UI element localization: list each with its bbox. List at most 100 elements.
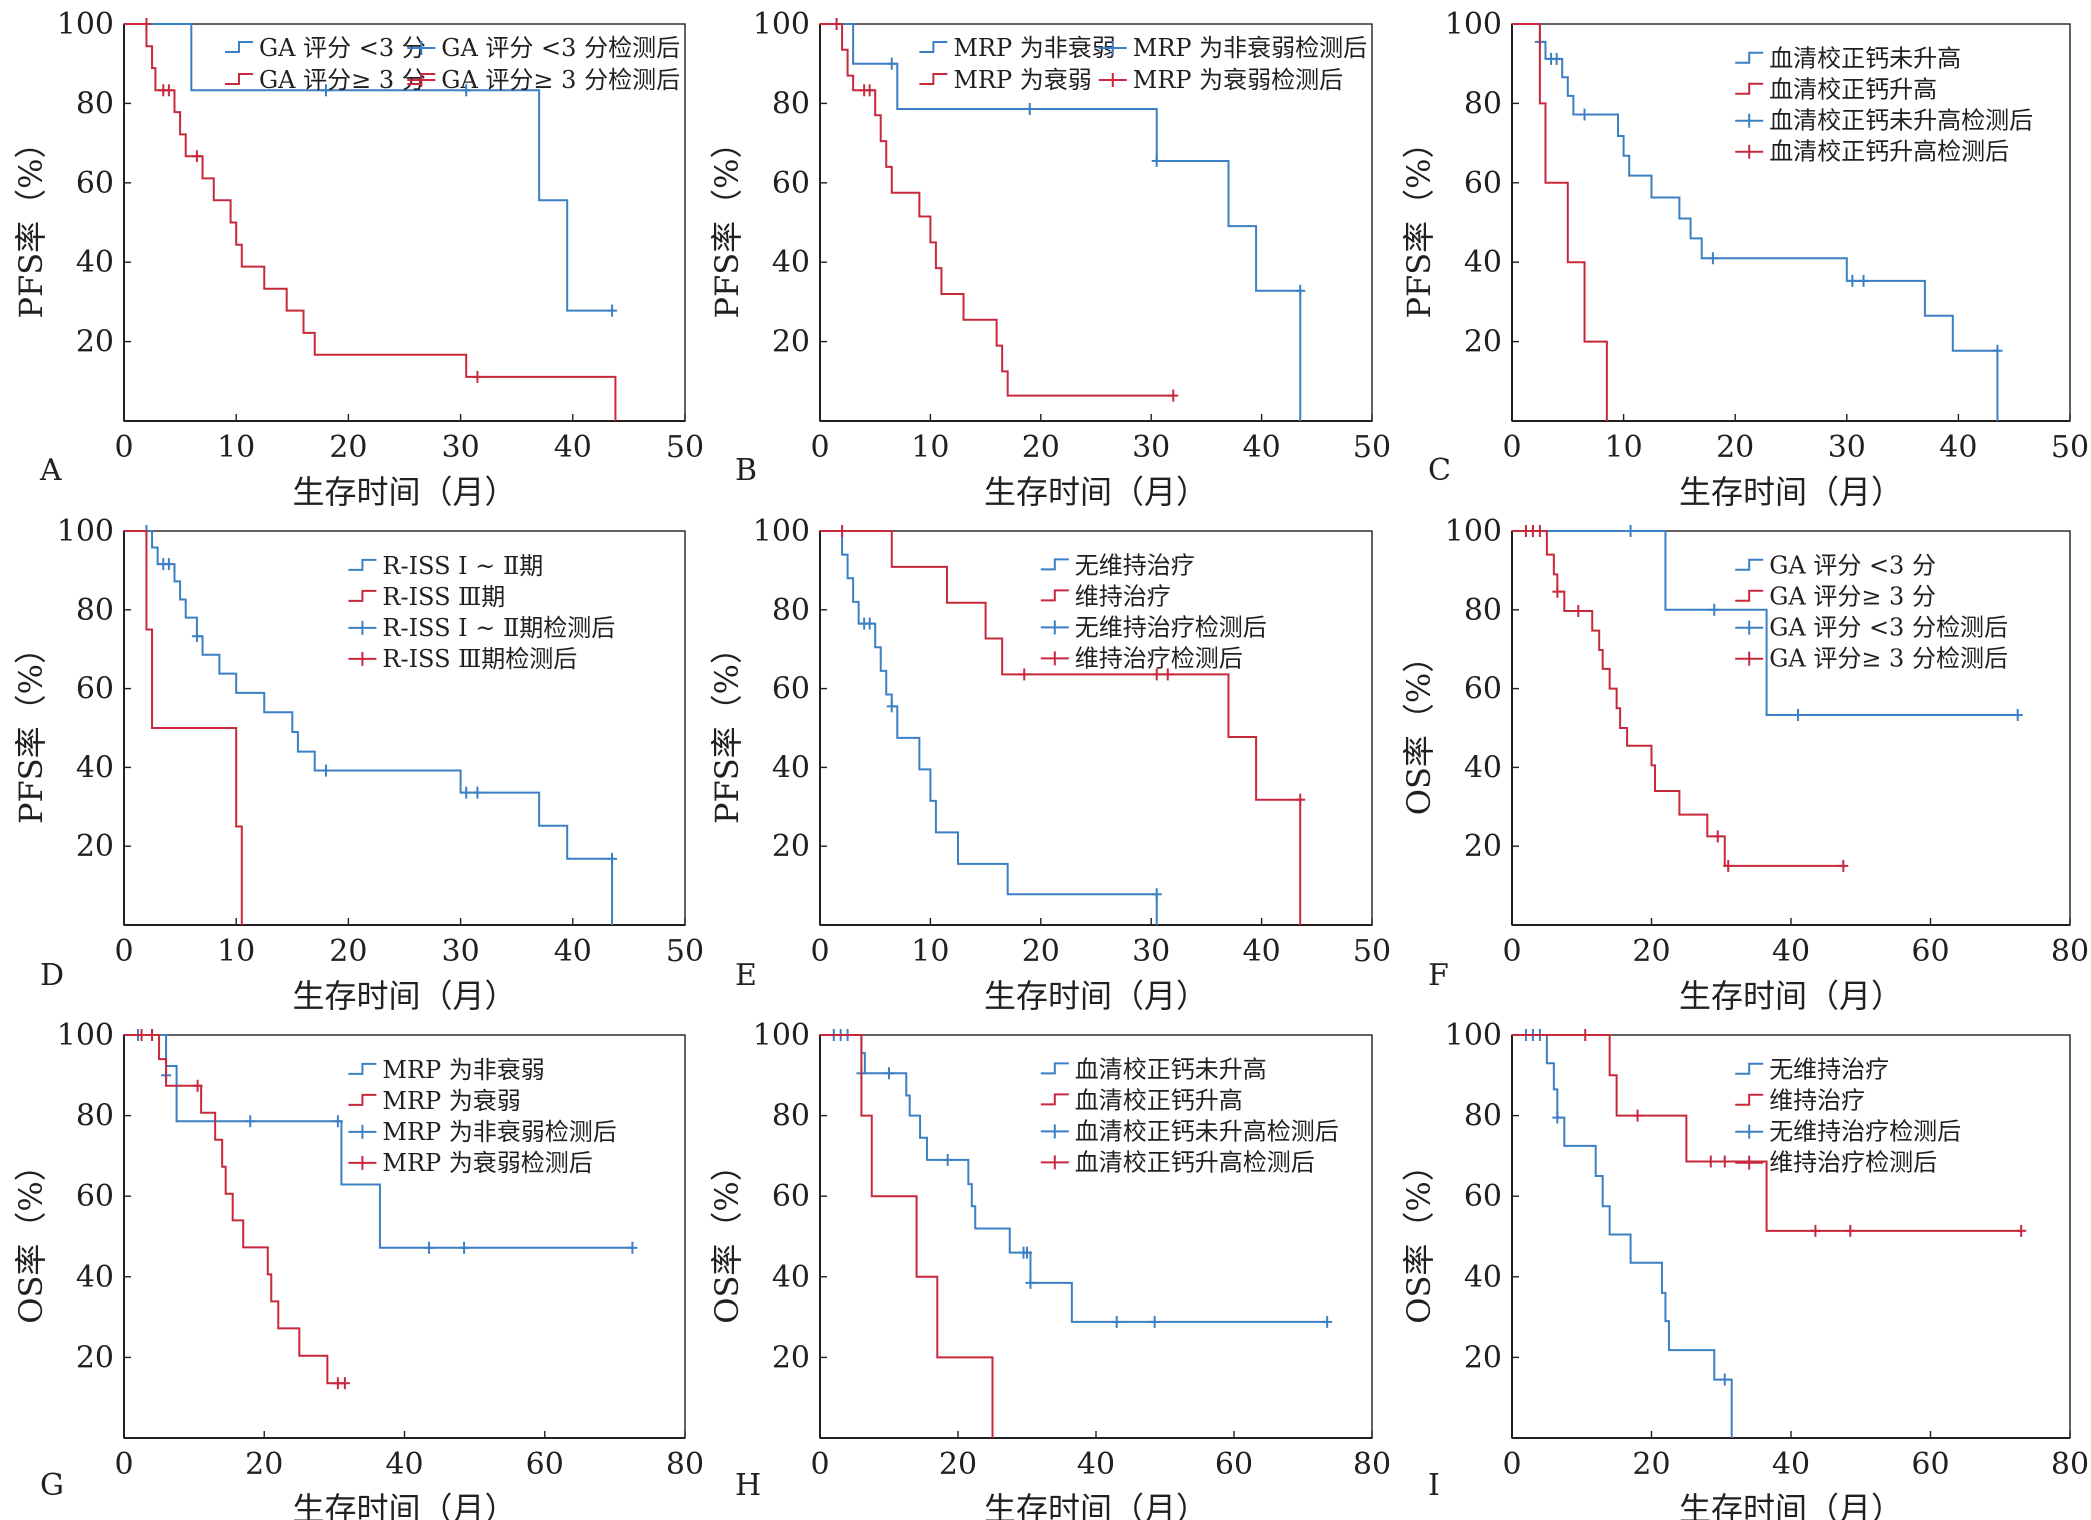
y-tick-label: 20 (772, 325, 810, 360)
y-tick-label: 80 (772, 1099, 810, 1134)
x-axis-label: 生存时间（月） (1679, 977, 1903, 1015)
legend-label: 无维持治疗检测后 (1769, 1118, 1961, 1146)
x-axis-label: 生存时间（月） (292, 473, 516, 511)
panel-G: 0 20 40 60 80 20 40 60 80 100 生存时间（月） OS率（%） G MRP 为非… (12, 1018, 704, 1520)
survival-curve-blue (820, 530, 1158, 925)
x-axis-label: 生存时间（月） (984, 1490, 1208, 1520)
y-tick-label: 60 (1464, 1179, 1502, 1214)
x-tick-label: 20 (1716, 430, 1754, 465)
x-tick-label: 50 (1353, 934, 1391, 969)
x-tick-label: 80 (2051, 934, 2089, 969)
legend-label: MRP 为非衰弱 (953, 34, 1115, 62)
y-tick-label: 100 (753, 7, 810, 42)
panel-A: 0 10 20 30 40 50 20 40 60 80 100 生存时间（月） PFS率（%） A GA … (12, 7, 704, 511)
legend-label: R-ISS Ⅲ期 (382, 583, 505, 611)
legend-step-icon (1040, 558, 1069, 571)
y-tick-label: 40 (772, 245, 810, 280)
legend-label: MRP 为非衰弱检测后 (382, 1118, 616, 1146)
x-tick-label: 40 (385, 1447, 423, 1482)
x-tick-label: 50 (1353, 430, 1391, 465)
panel-label: D (40, 958, 64, 993)
legend-label: 血清校正钙未升高检测后 (1769, 107, 2033, 135)
legend-label: GA 评分≥ 3 分 (259, 66, 426, 94)
x-axis-label: 生存时间（月） (984, 977, 1208, 1015)
y-tick-label: 60 (772, 1179, 810, 1214)
legend-label: 无维持治疗 (1075, 551, 1195, 579)
y-tick-label: 40 (76, 245, 114, 280)
y-tick-label: 40 (76, 750, 114, 785)
x-tick-label: 0 (1502, 934, 1521, 969)
survival-curve-red (1512, 1034, 2022, 1232)
panel-label: I (1428, 1468, 1440, 1503)
legend-step-icon (1735, 51, 1764, 64)
legend-label: 血清校正钙升高 (1075, 1086, 1243, 1114)
x-axis-label: 生存时间（月） (1679, 1490, 1903, 1520)
legend-label: MRP 为衰弱 (382, 1087, 520, 1115)
y-tick-label: 40 (772, 1260, 810, 1295)
legend-label: 无维持治疗检测后 (1075, 613, 1267, 641)
y-tick-label: 60 (76, 166, 114, 201)
y-tick-label: 80 (772, 86, 810, 121)
y-axis-label: PFS率（%） (12, 632, 50, 824)
legend-step-icon (1735, 1062, 1764, 1075)
x-tick-label: 20 (1632, 1447, 1670, 1482)
y-tick-label: 60 (76, 672, 114, 707)
y-tick-label: 100 (1445, 7, 1502, 42)
panel-label: A (39, 453, 62, 488)
panel-I: 0 20 40 60 80 20 40 60 80 100 生存时间（月） OS率（%） I 无维持治疗维… (1400, 1018, 2089, 1520)
legend-label: 维持治疗检测后 (1769, 1149, 1937, 1177)
x-tick-label: 10 (911, 934, 949, 969)
x-tick-label: 10 (1605, 430, 1643, 465)
x-tick-label: 0 (114, 934, 133, 969)
y-tick-label: 60 (1464, 166, 1502, 201)
legend: MRP 为非衰弱 MRP 为衰弱 MRP 为非衰弱检测后 MRP 为衰弱检测后 (348, 1056, 617, 1177)
y-tick-label: 20 (76, 325, 114, 360)
x-tick-label: 0 (1502, 1447, 1521, 1482)
panel-B: 0 10 20 30 40 50 20 40 60 80 100 生存时间（月） PFS率（%） B MRP… (708, 7, 1391, 511)
x-tick-label: 40 (554, 934, 592, 969)
survival-curve-red (1512, 530, 1844, 867)
x-tick-label: 10 (217, 934, 255, 969)
x-tick-label: 0 (114, 1447, 133, 1482)
legend-step-icon (348, 1093, 377, 1106)
legend-step-icon (1735, 558, 1764, 571)
y-tick-label: 60 (772, 166, 810, 201)
panel-label: E (735, 958, 757, 993)
x-tick-label: 0 (114, 430, 133, 465)
legend-label: MRP 为衰弱检测后 (1133, 66, 1343, 94)
panel-D: 0 10 20 30 40 50 20 40 60 80 100 生存时间（月） PFS率（%） D R-I… (12, 514, 704, 1015)
legend-step-icon (224, 73, 253, 85)
panel-label: C (1428, 453, 1451, 488)
y-axis-label: PFS率（%） (12, 126, 50, 318)
legend-label: 血清校正钙升高 (1769, 76, 1937, 104)
legend-label: GA 评分≥ 3 分检测后 (441, 66, 680, 94)
y-tick-label: 80 (1464, 593, 1502, 628)
x-tick-label: 50 (2051, 430, 2089, 465)
panel-label: F (1428, 958, 1449, 993)
legend-label: MRP 为衰弱检测后 (382, 1149, 592, 1177)
y-tick-label: 60 (76, 1179, 114, 1214)
legend-step-icon (1735, 1093, 1764, 1106)
x-tick-label: 40 (1772, 934, 1810, 969)
y-tick-label: 40 (76, 1260, 114, 1295)
x-tick-label: 40 (1243, 430, 1281, 465)
y-tick-label: 20 (1464, 325, 1502, 360)
x-tick-label: 10 (911, 430, 949, 465)
x-tick-label: 10 (217, 430, 255, 465)
legend-label: 无维持治疗 (1769, 1056, 1889, 1084)
survival-curve-red (820, 530, 1302, 925)
y-tick-label: 40 (1464, 1260, 1502, 1295)
legend-label: 血清校正钙升高检测后 (1769, 138, 2009, 166)
legend-step-icon (224, 41, 253, 53)
y-axis-label: PFS率（%） (1400, 126, 1438, 318)
y-axis-label: PFS率（%） (708, 126, 746, 318)
legend-step-icon (348, 558, 377, 571)
panel-label: H (735, 1468, 761, 1503)
legend-label: MRP 为非衰弱 (382, 1056, 544, 1084)
survival-curve-blue (124, 530, 614, 925)
panel-F: 0 20 40 60 80 20 40 60 80 100 生存时间（月） OS率（%） F GA 评分 … (1400, 514, 2089, 1015)
x-axis-label: 生存时间（月） (292, 977, 516, 1015)
legend-label: R-ISS Ⅰ ~ Ⅱ期检测后 (382, 614, 615, 642)
legend-step-icon (348, 1062, 377, 1075)
